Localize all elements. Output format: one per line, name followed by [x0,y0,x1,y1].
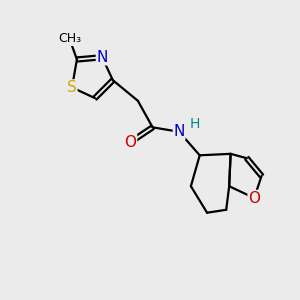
Text: CH₃: CH₃ [58,32,81,45]
Text: S: S [67,80,77,95]
Text: N: N [97,50,108,65]
Text: N: N [173,124,185,139]
Text: O: O [124,135,136,150]
Text: O: O [248,190,260,206]
Text: H: H [190,117,200,131]
